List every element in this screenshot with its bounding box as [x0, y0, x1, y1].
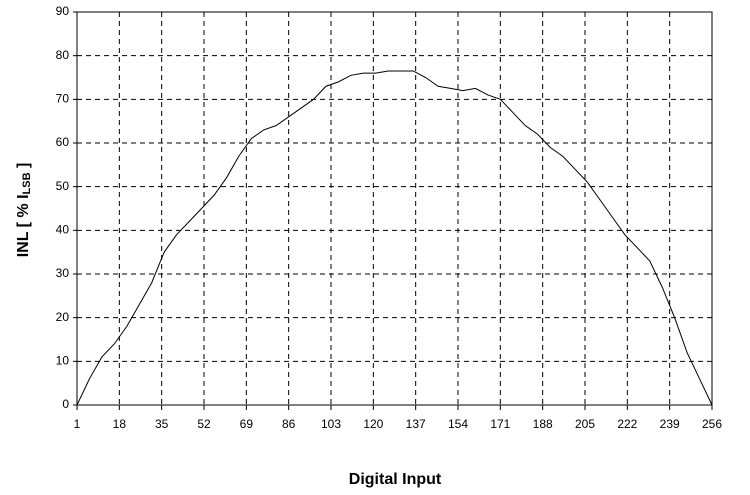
- y-tick-label: 50: [56, 179, 70, 193]
- x-tick-label: 120: [363, 417, 383, 431]
- plot-frame: [76, 11, 713, 406]
- x-tick-label: 154: [448, 417, 468, 431]
- y-axis-title: INL [ % ILSB ]: [15, 163, 33, 258]
- x-tick-label: 239: [660, 417, 680, 431]
- x-tick-label: 188: [533, 417, 553, 431]
- y-tick-label: 0: [62, 397, 69, 411]
- x-tick-label: 222: [617, 417, 637, 431]
- x-tick-label: 18: [113, 417, 127, 431]
- x-tick-label: 1: [74, 417, 81, 431]
- y-tick-label: 60: [56, 135, 70, 149]
- x-tick-label: 256: [702, 417, 722, 431]
- x-axis-title: Digital Input: [349, 471, 442, 488]
- x-tick-label: 171: [490, 417, 510, 431]
- y-tick-label: 80: [56, 48, 70, 62]
- y-axis-title-main: INL [ % I: [15, 194, 32, 257]
- x-tick-label: 52: [197, 417, 211, 431]
- x-tick-label: 205: [575, 417, 595, 431]
- x-tick-label: 86: [282, 417, 296, 431]
- y-tick-label: 70: [56, 92, 70, 106]
- y-tick-label: 10: [56, 354, 70, 368]
- y-axis-title-end: ]: [15, 163, 32, 173]
- y-tick-label: 40: [56, 223, 70, 237]
- x-tick-label: 137: [406, 417, 426, 431]
- y-tick-label: 20: [56, 310, 70, 324]
- x-tick-label: 103: [321, 417, 341, 431]
- x-tick-label: 35: [155, 417, 169, 431]
- x-tick-label: 69: [240, 417, 254, 431]
- y-tick-label: 30: [56, 266, 70, 280]
- y-tick-label: 90: [56, 4, 70, 18]
- data-line: [76, 70, 713, 406]
- y-axis-title-sub: LSB: [21, 172, 33, 194]
